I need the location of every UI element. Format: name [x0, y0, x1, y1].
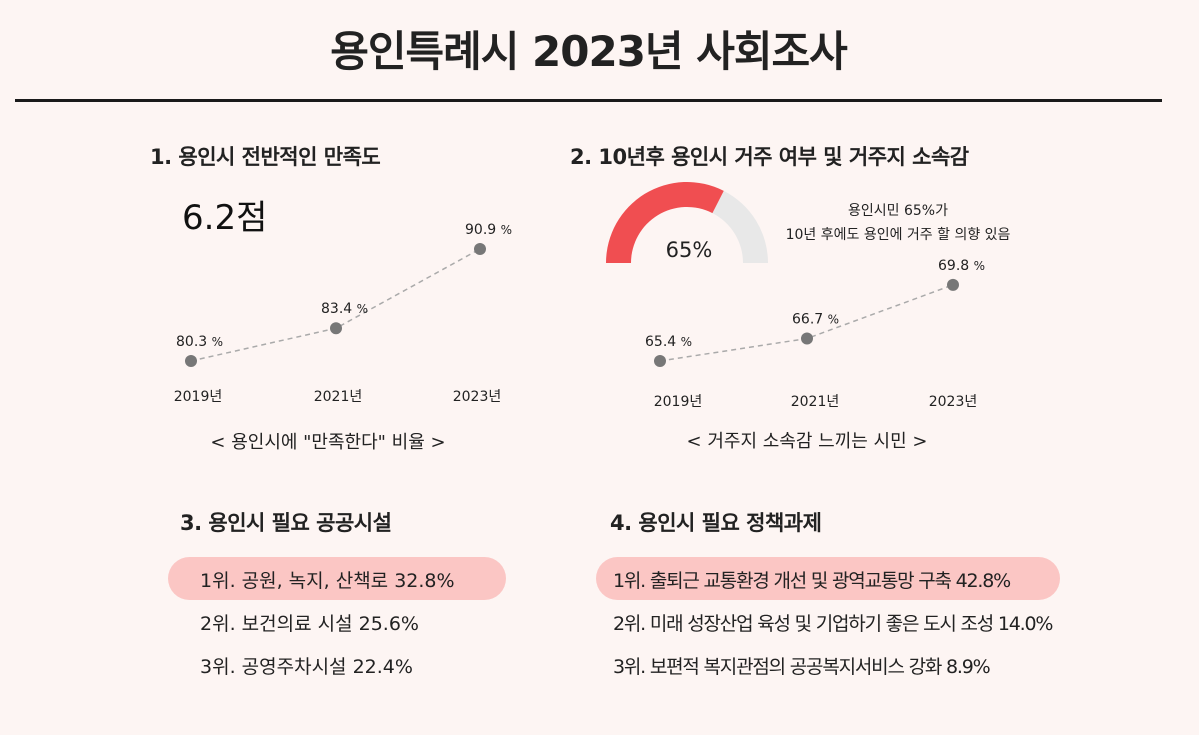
data-label: 83.4 %	[321, 301, 368, 317]
data-point	[947, 278, 959, 291]
section3-heading: 3. 용인시 필요 공공시설	[180, 511, 392, 535]
data-label: 66.7 %	[792, 312, 839, 328]
year-label: 2019년	[174, 389, 223, 405]
data-point	[801, 332, 813, 345]
satisfaction-score: 6.2점	[182, 198, 268, 238]
policy-item-1: 1위. 출퇴근 교통환경 개선 및 광역교통망 구축 42.8%	[613, 570, 1011, 592]
facility-highlight	[168, 557, 506, 600]
policy-item-2: 2위. 미래 성장산업 육성 및 기업하기 좋은 도시 조성 14.0%	[613, 613, 1053, 635]
belonging-line-chart: 65.4 % 2019년 66.7 % 2021년 69.8 % 2023년	[645, 258, 985, 410]
data-label: 65.4 %	[645, 334, 692, 350]
facility-item-3: 3위. 공영주차시설 22.4%	[200, 656, 413, 678]
chart1-caption: < 용인시에 "만족한다" 비율 >	[210, 432, 446, 453]
year-label: 2019년	[654, 394, 703, 410]
satisfaction-line-chart: 80.3 % 2019년 83.4 % 2021년 90.9 % 2023년	[174, 222, 512, 405]
section4-heading: 4. 용인시 필요 정책과제	[610, 511, 822, 535]
gauge-fill	[605, 181, 724, 263]
residence-gauge	[605, 181, 768, 263]
year-label: 2023년	[453, 389, 502, 405]
section2-heading: 2. 10년후 용인시 거주 여부 및 거주지 소속감	[570, 145, 969, 169]
page-title: 용인특례시 2023년 사회조사	[330, 27, 848, 76]
section1-heading: 1. 용인시 전반적인 만족도	[150, 145, 381, 169]
title-divider	[15, 99, 1162, 102]
year-label: 2021년	[314, 389, 363, 405]
gauge-track	[712, 190, 768, 263]
data-point	[330, 322, 342, 335]
residence-note: 용인시민 65%가 10년 후에도 용인에 거주 할 의향 있음	[786, 199, 1011, 247]
year-label: 2023년	[929, 394, 978, 410]
data-label: 69.8 %	[938, 258, 985, 274]
data-label: 80.3 %	[176, 334, 223, 350]
policy-item-3: 3위. 보편적 복지관점의 공공복지서비스 강화 8.9%	[613, 656, 991, 678]
facility-item-2: 2위. 보건의료 시설 25.6%	[200, 613, 419, 635]
data-point	[654, 355, 666, 367]
facility-item-1: 1위. 공원, 녹지, 산책로 32.8%	[200, 570, 455, 592]
data-label: 90.9 %	[465, 222, 512, 238]
chart2-caption: < 거주지 소속감 느끼는 시민 >	[686, 431, 928, 452]
note-line2: 10년 후에도 용인에 거주 할 의향 있음	[785, 227, 1011, 243]
data-point	[474, 242, 486, 255]
year-label: 2021년	[791, 394, 840, 410]
gauge-label: 65%	[666, 238, 713, 262]
data-point	[185, 355, 197, 367]
policy-highlight	[596, 557, 1060, 600]
note-line1: 용인시민 65%가	[848, 203, 948, 219]
